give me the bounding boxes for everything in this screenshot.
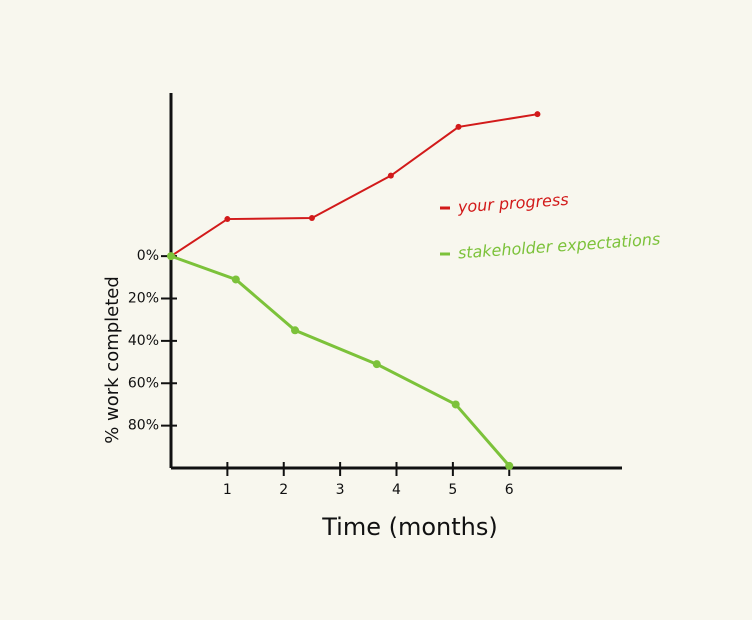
y-tick-label: 60% xyxy=(128,375,159,391)
data-point xyxy=(291,326,300,335)
x-tick-label: 5 xyxy=(448,482,457,498)
y-tick-label: 80% xyxy=(128,418,159,434)
x-axis-title: Time (months) xyxy=(321,513,498,541)
data-point xyxy=(308,215,315,221)
x-tick-label: 2 xyxy=(279,482,288,498)
data-point xyxy=(505,461,514,470)
y-tick-label: 40% xyxy=(128,333,159,349)
y-tick-label: 20% xyxy=(128,291,159,307)
x-tick-label: 6 xyxy=(505,482,514,498)
x-tick-label: 3 xyxy=(336,482,345,498)
legend-label: your progress xyxy=(456,190,569,217)
legend-label: stakeholder expectations xyxy=(457,229,661,262)
data-point xyxy=(387,172,394,179)
data-point xyxy=(455,123,462,130)
data-point xyxy=(534,111,541,118)
series-line xyxy=(170,254,511,467)
x-tick-label: 1 xyxy=(223,482,232,498)
data-point xyxy=(231,275,240,284)
y-tick-label: 0% xyxy=(137,248,159,264)
y-axis-title: % work completed xyxy=(102,276,123,444)
data-point xyxy=(167,252,175,261)
data-point xyxy=(372,360,381,369)
x-tick-label: 4 xyxy=(392,482,401,498)
series-line xyxy=(170,113,538,257)
data-point xyxy=(224,216,231,223)
data-point xyxy=(451,400,460,409)
